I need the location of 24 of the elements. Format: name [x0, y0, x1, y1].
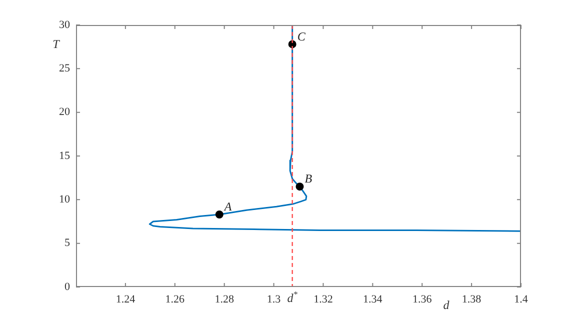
- x-tick-label: 1.32: [314, 293, 333, 306]
- y-tick-label: 30: [59, 18, 70, 31]
- x-tick-label: 1.28: [214, 293, 234, 306]
- point: [296, 182, 304, 191]
- y-tick-label: 20: [59, 106, 70, 118]
- x-tick-label: 1.4: [514, 293, 528, 306]
- x-tick-label: 1.38: [462, 293, 482, 306]
- x-tick-label: 1.3: [266, 293, 282, 306]
- x-tick-label: 1.34: [363, 293, 383, 306]
- annotation: C: [297, 29, 306, 44]
- ref-line-label: d*: [287, 290, 298, 306]
- point: [215, 210, 224, 219]
- y-tick-label: 15: [59, 150, 70, 162]
- y-tick-label: 5: [64, 237, 70, 250]
- y-tick-label: 10: [59, 194, 70, 206]
- y-tick-label: 25: [59, 62, 70, 75]
- y-axis-title: T: [52, 37, 61, 52]
- annotation: A: [223, 200, 232, 214]
- y-tick-label: 0: [64, 280, 70, 293]
- x-tick-label: 1.24: [116, 293, 136, 306]
- annotation: B: [304, 172, 313, 186]
- x-tick-label: 1.26: [165, 293, 186, 306]
- x-tick-label: 1.36: [412, 293, 432, 306]
- x-axis-title: d: [443, 298, 450, 312]
